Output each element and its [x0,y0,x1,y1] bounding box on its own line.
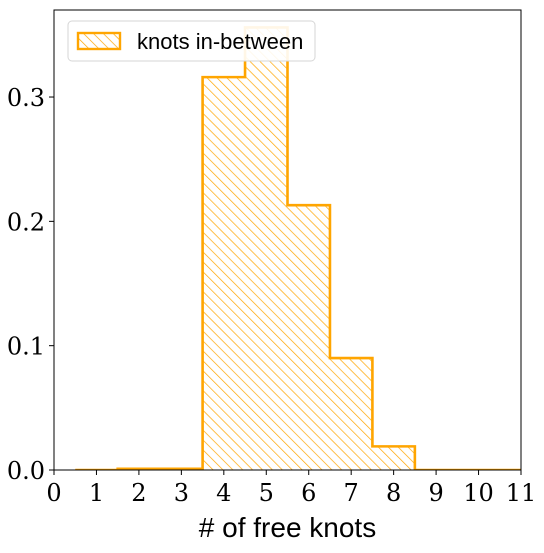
y-tick-label: 0.0 [7,457,45,485]
x-tick-label: 11 [506,479,537,507]
x-tick-label: 3 [174,479,189,507]
legend-box [67,20,316,62]
histogram-bar [202,77,246,470]
histogram-bar [287,205,330,470]
x-tick-label: 8 [386,479,401,507]
x-tick-label: 7 [344,479,359,507]
x-tick-label: 4 [216,479,231,507]
histogram-step-outline [75,26,521,470]
x-tick-label: 1 [89,479,104,507]
x-tick-label: 5 [259,479,274,507]
x-tick-label: 9 [428,479,443,507]
x-tick-label: 2 [131,479,146,507]
x-tick-label: 0 [46,479,61,507]
legend-label: knots in-between [137,29,303,54]
axes-frame [53,9,522,471]
y-tick-label: 0.2 [7,208,45,236]
histogram-bar [372,446,415,470]
y-tick-label: 0.3 [7,84,45,112]
legend-swatch [76,31,122,51]
y-tick-label: 0.1 [7,333,45,361]
histogram-bar [245,27,288,470]
x-axis-label: # of free knots [199,512,376,543]
x-tick-label: 10 [463,479,494,507]
histogram-bar [329,358,373,470]
x-tick-label: 6 [301,479,316,507]
